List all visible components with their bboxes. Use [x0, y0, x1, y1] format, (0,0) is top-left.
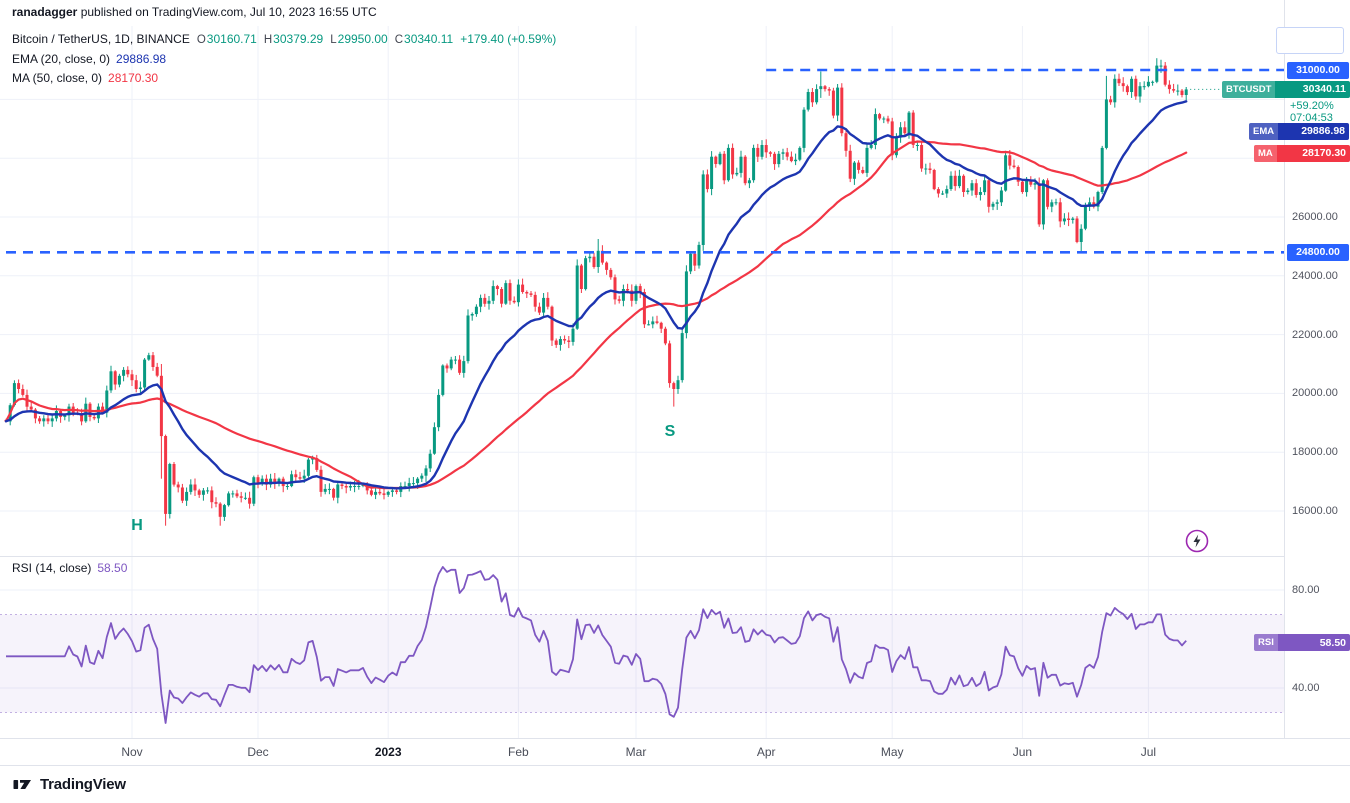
chart-annotation-h: H	[131, 516, 143, 534]
ma-legend-row[interactable]: MA (50, close, 0) 28170.30	[12, 69, 556, 88]
time-axis[interactable]: Nov Dec 2023 Feb Mar Apr May Jun Jul	[0, 738, 1350, 766]
change-value: +179.40 (+0.59%)	[460, 32, 557, 46]
axis-tick-label: 16000.00	[1292, 505, 1338, 517]
time-axis-label: Jun	[1012, 745, 1033, 759]
axis-tick-label: 26000.00	[1292, 211, 1338, 223]
rsi-badge: RSI 58.50	[1254, 634, 1350, 652]
ohlc-values: O30160.71 H30379.29 L29950.00 C30340.11 +179…	[196, 32, 557, 46]
level-badge-24800: 24800.00	[1287, 243, 1349, 261]
time-axis-label: Jul	[1140, 745, 1157, 759]
axis-tick-label: 24000.00	[1292, 269, 1338, 282]
footer-bar: TradingView	[0, 765, 1350, 803]
time-axis-label: May	[880, 745, 904, 759]
attribution-text: published on TradingView.com, Jul 10, 20…	[77, 5, 377, 19]
chart-legend: Bitcoin / TetherUS, 1D, BINANCE O30160.71…	[12, 30, 556, 88]
ema-badge: EMA 29886.98	[1249, 122, 1349, 140]
author-link[interactable]: ranadagger	[12, 5, 78, 19]
last-price-value: 30340.11	[1302, 83, 1346, 96]
time-axis-label: 2023	[374, 745, 402, 759]
candlestick-chart[interactable]	[0, 0, 1284, 738]
corner-overlay-box	[1276, 27, 1344, 54]
symbol-tag: BTCUSDT	[1222, 80, 1276, 98]
change-percent: +59.20%	[1290, 99, 1334, 112]
symbol-legend-row[interactable]: Bitcoin / TetherUS, 1D, BINANCE O30160.71…	[12, 30, 556, 50]
chart-annotation-s: S	[664, 422, 676, 440]
axis-tick-label: 40.00	[1292, 682, 1320, 694]
axis-tick-label: 20000.00	[1292, 387, 1338, 400]
rsi-label: RSI (14, close)	[12, 561, 92, 575]
bar-countdown: 07:04:53	[1290, 111, 1333, 124]
flash-icon[interactable]	[1184, 528, 1210, 554]
pane-separator[interactable]	[0, 556, 1350, 557]
rsi-legend-row[interactable]: RSI (14, close) 58.50	[12, 561, 127, 575]
time-axis-label: Feb	[508, 745, 529, 759]
price-axis[interactable]: 31000.00 BTCUSDT 30340.11 +59.20% 07:04:…	[1222, 0, 1350, 738]
symbol-title: Bitcoin / TetherUS, 1D, BINANCE	[12, 32, 190, 46]
ma-value: 28170.30	[108, 71, 159, 85]
time-axis-label: Apr	[756, 745, 776, 759]
ma-label: MA (50, close, 0)	[12, 71, 103, 85]
level-badge-31000: 31000.00	[1287, 61, 1349, 79]
axis-tick-label: 22000.00	[1292, 328, 1338, 341]
ema-value: 29886.98	[116, 52, 167, 66]
time-axis-label: Dec	[247, 745, 269, 759]
attribution: ranadagger published on TradingView.com,…	[12, 5, 377, 19]
brand-wordmark[interactable]: TradingView	[40, 776, 126, 793]
time-axis-label: Mar	[625, 745, 647, 759]
time-axis-label: Nov	[121, 745, 143, 759]
axis-tick-label: 18000.00	[1292, 446, 1338, 459]
rsi-value: 58.50	[97, 561, 128, 575]
ma-badge: MA 28170.30	[1254, 144, 1350, 162]
ema-label: EMA (20, close, 0)	[12, 52, 111, 66]
ema-legend-row[interactable]: EMA (20, close, 0) 29886.98	[12, 50, 556, 69]
last-price-badge: BTCUSDT 30340.11	[1222, 80, 1350, 98]
axis-tick-label: 80.00	[1292, 584, 1320, 596]
tradingview-logo[interactable]	[12, 774, 33, 795]
